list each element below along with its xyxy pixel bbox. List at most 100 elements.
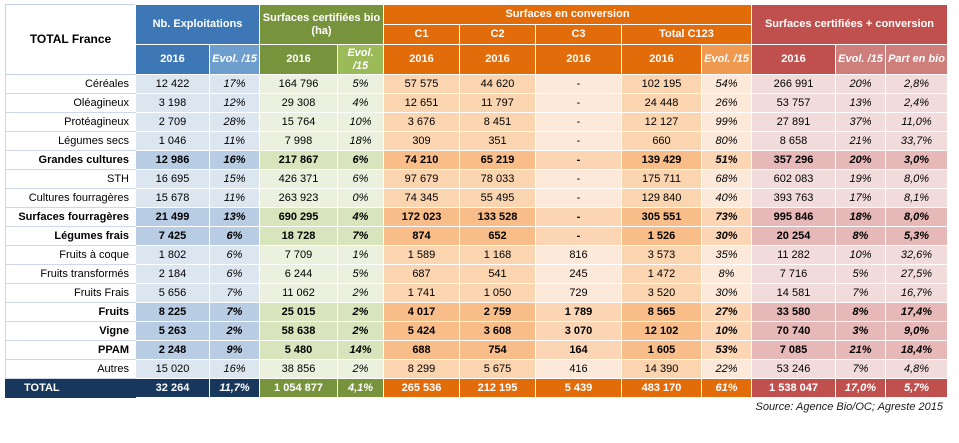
subheader-c1: C1 [383,24,460,45]
cell: 1 046 [135,131,210,151]
table-row: Céréales 12 422 17% 164 796 5% 57 575 44 620-1… [5,74,948,94]
cell: 133 528 [459,207,536,227]
cell: 541 [459,264,536,284]
year-header: 2016 [135,44,210,75]
cell: 12 651 [383,93,460,113]
cell: 19% [835,169,886,189]
cell: 44 620 [459,74,536,94]
cell: 51% [701,150,752,170]
cell: 660 [621,131,702,151]
cell: 12 102 [621,321,702,341]
cell: 7% [337,226,384,246]
row-label: Légumes secs [5,131,136,151]
cell: 33,7% [885,131,948,151]
cell: 35% [701,245,752,265]
cell: 18% [835,207,886,227]
cell: 0% [337,188,384,208]
row-label: Fruits [5,302,136,322]
cell: - [535,207,622,227]
cell: 7% [835,359,886,379]
cell: 68% [701,169,752,189]
cell: 7% [835,283,886,303]
cell: 1 589 [383,245,460,265]
cell: - [535,74,622,94]
cell: 2 709 [135,112,210,132]
cell: 15% [209,169,260,189]
cell: 816 [535,245,622,265]
cell: 139 429 [621,150,702,170]
table-title: TOTAL France [5,4,136,75]
year-header: 2016 [259,44,338,75]
cell: 30% [701,226,752,246]
row-label: PPAM [5,340,136,360]
group-header-exploitations: Nb. Exploitations [135,4,260,45]
cell: 393 763 [751,188,836,208]
cell: 1% [337,245,384,265]
subheader-total-c123: Total C123 [621,24,752,45]
cell: 18,4% [885,340,948,360]
cell: 11 282 [751,245,836,265]
cell: 4,8% [885,359,948,379]
cell: 4% [337,207,384,227]
cell: 12 127 [621,112,702,132]
cell: 65 219 [459,150,536,170]
cell: 2,8% [885,74,948,94]
cell: 6% [337,150,384,170]
cell: 97 679 [383,169,460,189]
cell: 3% [835,321,886,341]
cell: 7 085 [751,340,836,360]
cell: 18% [337,131,384,151]
cell: 309 [383,131,460,151]
cell: 13% [209,207,260,227]
cell: 58 638 [259,321,338,341]
cell: 15 678 [135,188,210,208]
cell: - [535,150,622,170]
cell: 995 846 [751,207,836,227]
cell: 164 [535,340,622,360]
row-label: TOTAL [5,378,136,398]
cell: 217 867 [259,150,338,170]
cell: 483 170 [621,378,702,398]
cell: - [535,112,622,132]
cell: 24 448 [621,93,702,113]
cell: 11 062 [259,283,338,303]
cell: 175 711 [621,169,702,189]
subheader-c2: C2 [459,24,536,45]
cell: 40% [701,188,752,208]
cell: 3 573 [621,245,702,265]
cell: 8% [835,302,886,322]
cell: 5% [835,264,886,284]
cell: 8 299 [383,359,460,379]
cell: 10% [835,245,886,265]
cell: 2 184 [135,264,210,284]
cell: 5 263 [135,321,210,341]
cell: 7% [209,302,260,322]
cell: 1 168 [459,245,536,265]
cell: 3 676 [383,112,460,132]
cell: 729 [535,283,622,303]
cell: 14 581 [751,283,836,303]
cell: 6% [209,226,260,246]
cell: 2% [209,321,260,341]
cell: 10% [337,112,384,132]
cell: 874 [383,226,460,246]
cell: - [535,188,622,208]
cell: 78 033 [459,169,536,189]
row-label: Protéagineux [5,112,136,132]
cell: 10% [701,321,752,341]
cell: 11,0% [885,112,948,132]
cell: 2,4% [885,93,948,113]
cell: 17,0% [835,378,886,398]
evol-header: Evol. /15 [835,44,886,75]
cell: 74 345 [383,188,460,208]
cell: 8 225 [135,302,210,322]
cell: 14% [337,340,384,360]
cell: 652 [459,226,536,246]
cell: 13% [835,93,886,113]
cell: 2 759 [459,302,536,322]
cell: 57 575 [383,74,460,94]
cell: 53 246 [751,359,836,379]
cell: 12 422 [135,74,210,94]
cell: 6% [209,264,260,284]
table-row: Fruits transformés 2 184 6% 6 244 5% 687 541 24… [5,264,948,284]
